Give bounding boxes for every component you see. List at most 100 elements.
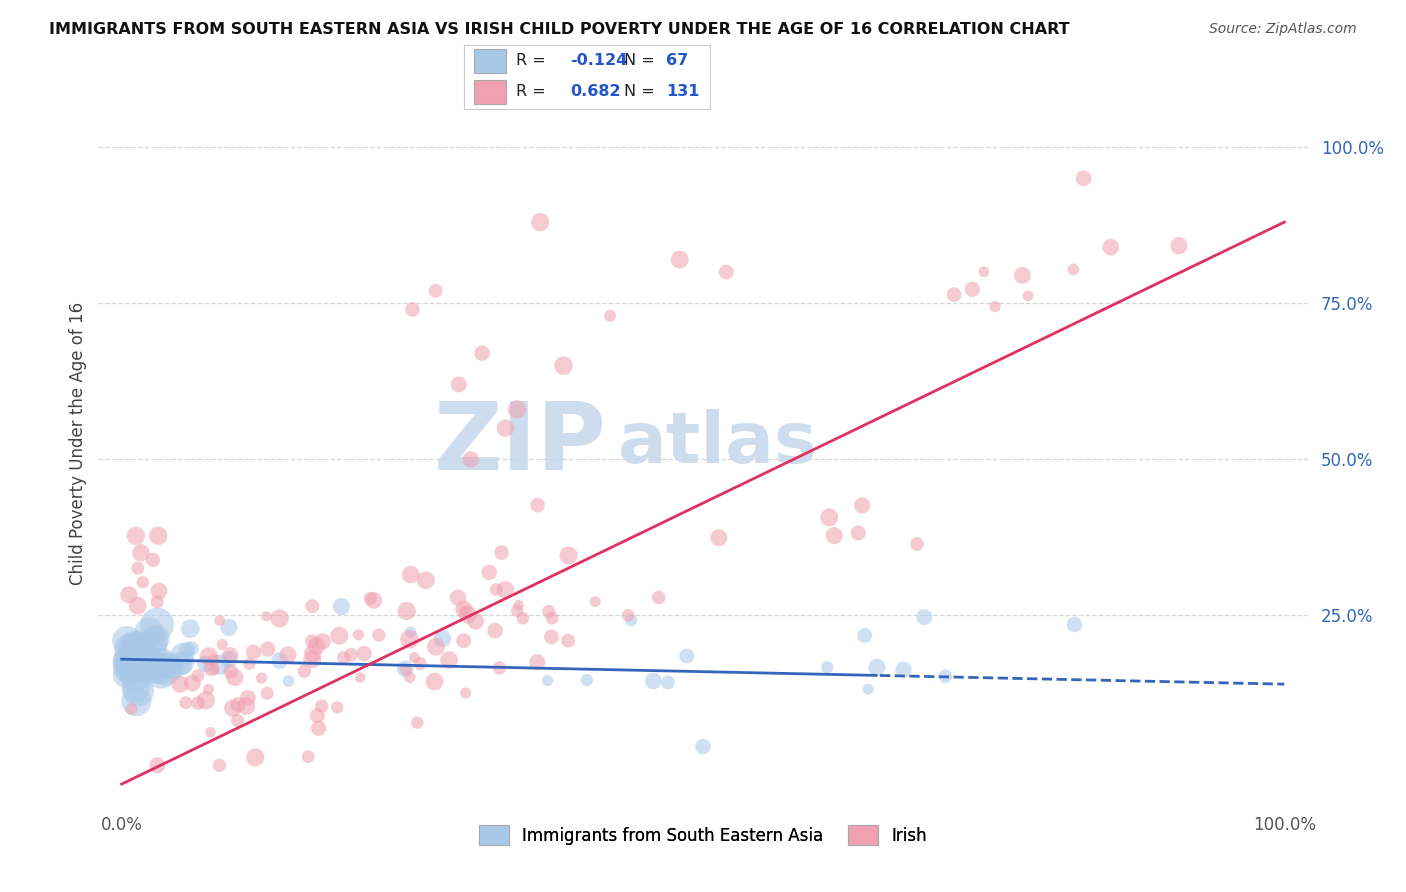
Point bbox=[707, 531, 730, 545]
Point bbox=[128, 640, 150, 655]
Point bbox=[224, 670, 246, 684]
Point bbox=[851, 499, 873, 513]
Point bbox=[453, 633, 475, 648]
Point bbox=[307, 708, 329, 723]
Point bbox=[557, 633, 579, 648]
Point bbox=[643, 673, 665, 688]
Text: R =: R = bbox=[516, 54, 551, 69]
Point bbox=[540, 630, 562, 644]
Point bbox=[256, 642, 278, 657]
Point bbox=[432, 632, 454, 646]
Point bbox=[142, 552, 165, 566]
Point bbox=[114, 667, 136, 681]
Point bbox=[208, 758, 231, 772]
Point bbox=[398, 632, 420, 647]
Point bbox=[1099, 240, 1122, 254]
Point bbox=[453, 602, 475, 616]
Point bbox=[242, 645, 264, 659]
Point bbox=[394, 662, 416, 676]
Point bbox=[464, 615, 486, 629]
Point bbox=[226, 698, 249, 712]
Point bbox=[222, 701, 245, 715]
Point bbox=[395, 604, 418, 618]
Point bbox=[118, 642, 141, 657]
Point bbox=[202, 653, 225, 667]
Point bbox=[172, 648, 194, 662]
Point bbox=[394, 662, 416, 676]
Point bbox=[118, 588, 141, 602]
Point bbox=[478, 566, 501, 580]
Point bbox=[494, 582, 516, 597]
Point bbox=[118, 659, 141, 673]
Point bbox=[218, 620, 240, 634]
Point bbox=[250, 671, 273, 685]
Point bbox=[162, 661, 184, 675]
Point bbox=[269, 653, 291, 667]
Point bbox=[1167, 238, 1189, 252]
Point bbox=[194, 693, 217, 707]
Point bbox=[127, 663, 149, 677]
Point bbox=[399, 625, 422, 640]
Text: atlas: atlas bbox=[619, 409, 818, 478]
Point bbox=[425, 640, 447, 654]
Point bbox=[301, 634, 323, 648]
Point bbox=[180, 641, 202, 656]
Point bbox=[526, 498, 548, 512]
Point bbox=[668, 252, 690, 267]
Point bbox=[557, 549, 579, 563]
Point bbox=[120, 662, 142, 676]
Point bbox=[153, 662, 176, 676]
Text: Source: ZipAtlas.com: Source: ZipAtlas.com bbox=[1209, 22, 1357, 37]
Point bbox=[236, 690, 259, 705]
Point bbox=[367, 628, 389, 642]
Text: ZIP: ZIP bbox=[433, 398, 606, 490]
Point bbox=[122, 640, 145, 654]
Point bbox=[256, 686, 278, 700]
Point bbox=[575, 673, 598, 688]
Point bbox=[447, 377, 470, 392]
Point bbox=[117, 656, 139, 670]
Point bbox=[256, 609, 278, 624]
Point bbox=[359, 591, 381, 606]
Point bbox=[127, 561, 149, 575]
Point bbox=[1062, 262, 1084, 277]
Point bbox=[553, 359, 575, 373]
Point bbox=[125, 641, 148, 656]
Point bbox=[506, 402, 529, 417]
Point bbox=[138, 658, 160, 673]
Text: 131: 131 bbox=[666, 85, 699, 99]
Point bbox=[823, 528, 845, 542]
Point bbox=[132, 649, 155, 664]
Point bbox=[125, 529, 148, 543]
Point bbox=[620, 613, 643, 627]
FancyBboxPatch shape bbox=[474, 80, 506, 103]
Point bbox=[675, 648, 697, 663]
Point bbox=[815, 660, 838, 674]
Point bbox=[818, 510, 841, 524]
Point bbox=[471, 346, 494, 360]
Point bbox=[115, 654, 138, 668]
Point bbox=[599, 309, 621, 323]
Text: IMMIGRANTS FROM SOUTH EASTERN ASIA VS IRISH CHILD POVERTY UNDER THE AGE OF 16 CO: IMMIGRANTS FROM SOUTH EASTERN ASIA VS IR… bbox=[49, 22, 1070, 37]
Point bbox=[1017, 289, 1039, 303]
Point bbox=[406, 715, 429, 730]
Point bbox=[340, 648, 363, 662]
Text: N =: N = bbox=[624, 54, 659, 69]
Point bbox=[353, 647, 375, 661]
Point bbox=[488, 661, 510, 675]
Point bbox=[404, 650, 426, 665]
Point bbox=[308, 721, 330, 735]
Point bbox=[454, 686, 477, 700]
Point bbox=[301, 599, 323, 614]
Point bbox=[453, 603, 475, 617]
Point bbox=[208, 614, 231, 628]
Point bbox=[219, 665, 242, 679]
Point bbox=[401, 302, 423, 317]
Point bbox=[1073, 171, 1095, 186]
Point bbox=[181, 676, 204, 690]
Point bbox=[484, 624, 506, 638]
Point bbox=[148, 661, 170, 675]
Point bbox=[399, 567, 422, 582]
Point bbox=[425, 284, 447, 298]
Point bbox=[226, 714, 249, 728]
